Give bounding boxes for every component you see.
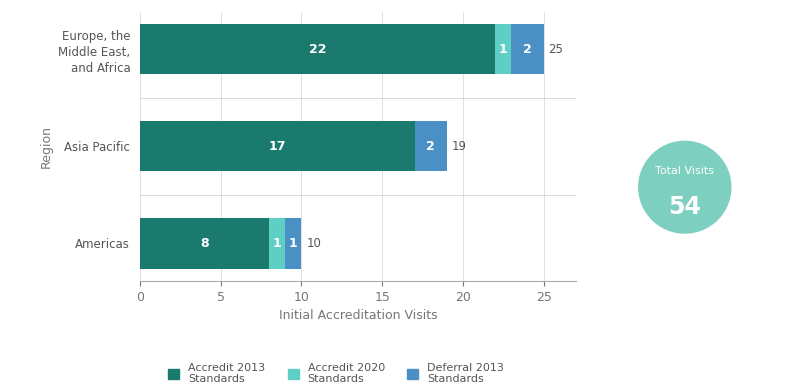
Bar	[269, 218, 286, 269]
Bar	[414, 121, 447, 172]
Text: 25: 25	[549, 43, 563, 56]
Text: 1: 1	[289, 237, 298, 250]
Bar	[286, 218, 302, 269]
Text: 1: 1	[273, 237, 282, 250]
Text: 2: 2	[426, 140, 435, 153]
Text: 8: 8	[200, 237, 209, 250]
Text: 10: 10	[306, 237, 322, 250]
Bar	[511, 24, 544, 74]
Text: Total Visits: Total Visits	[655, 166, 714, 176]
Text: 2: 2	[523, 43, 532, 56]
Text: 22: 22	[309, 43, 326, 56]
Text: 19: 19	[452, 140, 466, 153]
Legend: Accredit 2013
Standards, Accredit 2020
Standards, Deferral 2013
Standards: Accredit 2013 Standards, Accredit 2020 S…	[168, 363, 504, 385]
Text: 54: 54	[668, 195, 702, 220]
Y-axis label: Region: Region	[39, 125, 53, 168]
Bar	[140, 121, 414, 172]
Text: 17: 17	[269, 140, 286, 153]
Bar	[495, 24, 511, 74]
X-axis label: Initial Accreditation Visits: Initial Accreditation Visits	[278, 309, 438, 322]
Bar	[140, 24, 495, 74]
Bar	[140, 218, 269, 269]
Text: 1: 1	[499, 43, 508, 56]
